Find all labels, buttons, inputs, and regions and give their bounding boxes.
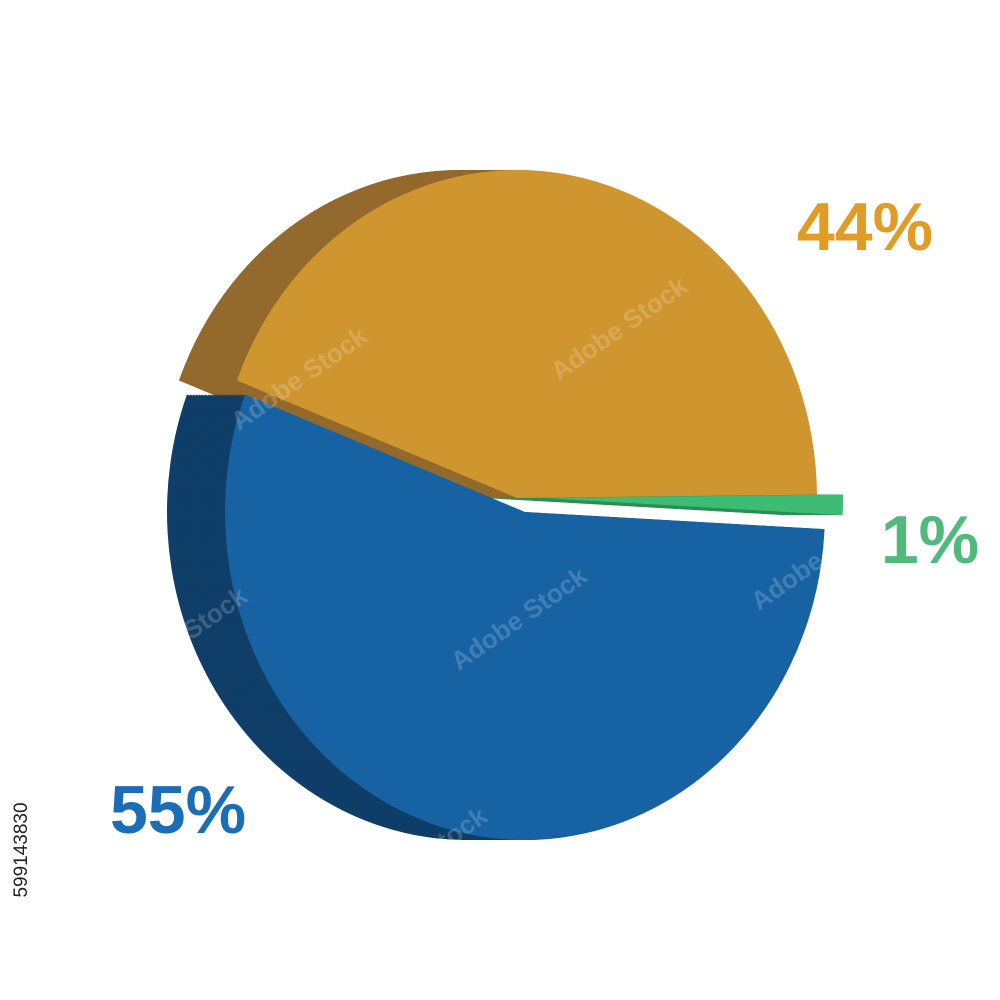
data-label: 55% bbox=[110, 772, 246, 848]
slice bbox=[236, 169, 817, 498]
data-label: 44% bbox=[797, 189, 933, 265]
slice bbox=[543, 494, 843, 516]
slice bbox=[224, 394, 825, 841]
stock-id: 599143830 bbox=[11, 802, 32, 897]
data-label: 1% bbox=[881, 502, 979, 578]
